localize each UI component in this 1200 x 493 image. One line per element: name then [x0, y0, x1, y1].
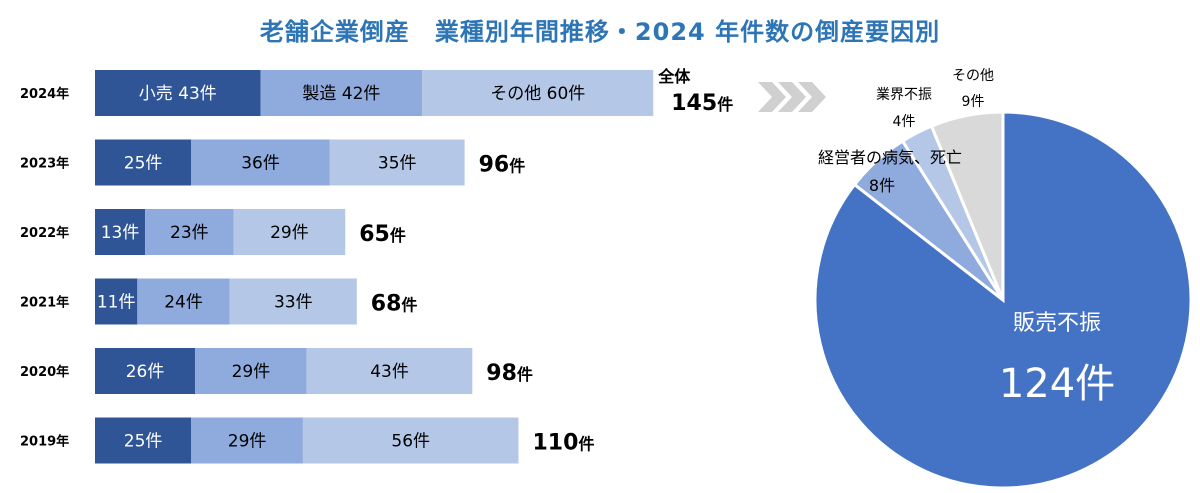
segment-label: 43件 — [370, 362, 409, 382]
pie-value-label: 124件 — [999, 361, 1115, 407]
segment-label: 25件 — [124, 154, 163, 174]
bar-segment — [95, 348, 196, 394]
y-tick-label: 2023年 — [20, 156, 69, 172]
pie-slice — [929, 110, 1005, 301]
total-label: 110件 — [533, 431, 595, 456]
segment-label: 13件 — [101, 223, 140, 243]
bar-segment — [229, 278, 357, 325]
chart-title: 老舗企業倒産 業種別年間推移・2024 年件数の倒産要因別 — [259, 18, 941, 46]
segment-label: 26件 — [126, 362, 165, 382]
bar-segment — [233, 209, 346, 255]
bar-segment — [260, 70, 423, 116]
total-prefix: 全体 — [657, 67, 691, 86]
y-tick-label: 2019年 — [20, 434, 69, 450]
bar-segment — [329, 139, 465, 186]
segment-label: 24件 — [164, 293, 203, 313]
bar-segment — [191, 139, 330, 186]
chevron-shape — [758, 82, 786, 112]
segment-label: 11件 — [97, 293, 136, 313]
chevron-shape — [798, 82, 826, 112]
bar-segment — [195, 348, 307, 394]
bar-segment — [95, 209, 146, 255]
total-label: 68件 — [371, 292, 418, 317]
pie-label: 経営者の病気、死亡 — [818, 148, 962, 167]
total-label: 145件 — [671, 91, 733, 116]
segment-label: その他 60件 — [490, 84, 585, 104]
chevron-arrows-icon — [758, 82, 826, 112]
bar-segment — [191, 417, 303, 464]
bar-chart: 2024年 小売 43件 製造 42件 その他 60件 全体 145件 2023年 25件 36… — [20, 67, 733, 464]
bar-segment — [137, 278, 230, 325]
segment-label: 23件 — [170, 223, 209, 243]
bar-segment — [422, 70, 654, 116]
segment-label: 小売 43件 — [139, 84, 217, 104]
bar-segment — [302, 417, 519, 464]
segment-label: 製造 42件 — [302, 84, 380, 104]
pie-value-label: 8件 — [869, 176, 895, 195]
pie-label: 販売不振 — [1013, 311, 1101, 336]
pie-chart: 販売不振 124件 経営者の病気、死亡 8件 業界不振 4件 その他 9件 — [813, 68, 1193, 490]
y-tick-label: 2022年 — [20, 225, 69, 241]
chevron-shape — [778, 82, 806, 112]
segment-label: 29件 — [228, 432, 267, 452]
bar-segment — [95, 278, 138, 325]
bar-segment — [95, 417, 192, 464]
y-tick-label: 2024年 — [20, 86, 69, 102]
segment-label: 25件 — [124, 432, 163, 452]
bar-segment — [95, 139, 192, 186]
bar-segment — [145, 209, 234, 255]
pie-value-label: 9件 — [962, 94, 985, 110]
pie-label: 業界不振 — [876, 87, 932, 103]
pie-label: その他 — [952, 68, 994, 84]
segment-label: 35件 — [378, 154, 417, 174]
segment-label: 29件 — [232, 362, 271, 382]
total-label: 65件 — [359, 222, 406, 247]
segment-label: 29件 — [270, 223, 309, 243]
segment-label: 33件 — [274, 293, 313, 313]
y-tick-label: 2020年 — [20, 364, 69, 380]
total-label: 96件 — [479, 153, 526, 178]
segment-label: 36件 — [241, 154, 280, 174]
total-label: 98件 — [486, 361, 533, 386]
pie-value-label: 4件 — [893, 114, 916, 130]
bar-segment — [95, 70, 261, 116]
y-tick-label: 2021年 — [20, 295, 69, 311]
bar-segment — [306, 348, 473, 394]
segment-label: 56件 — [391, 432, 430, 452]
